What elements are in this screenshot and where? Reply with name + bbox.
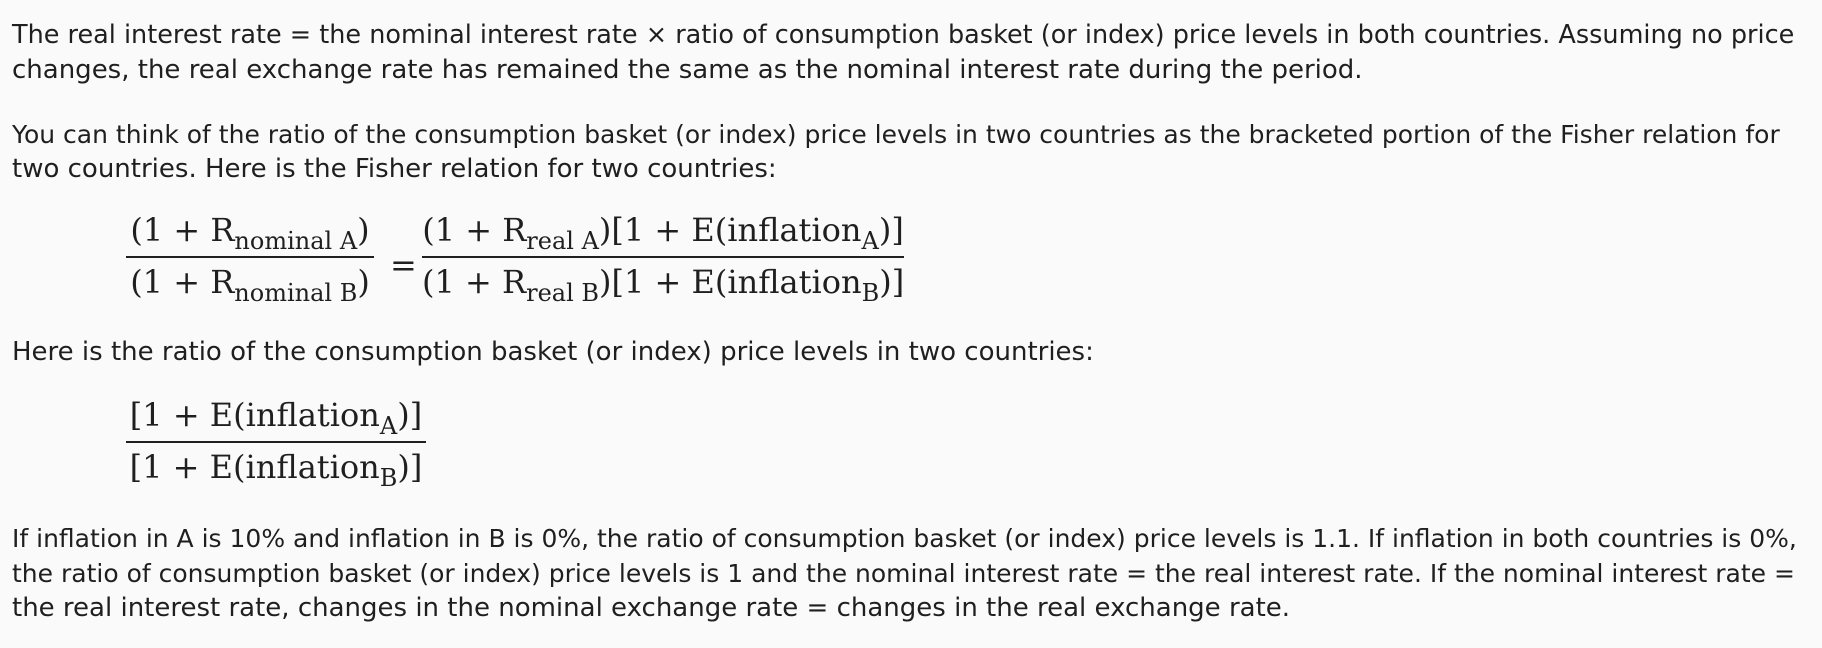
text-line: Here is the ratio of the consumption bas… (12, 337, 1094, 367)
denominator: (1 + Rnominal B) (130, 263, 370, 307)
fraction-bar (422, 256, 904, 258)
fraction-real-rates-inflation: (1 + Rreal A)[1 + E(inflationA)] (1 + Rr… (422, 210, 905, 307)
numerator: [1 + E(inflationA)] (129, 396, 423, 440)
text-line: If inflation in A is 10% and inflation i… (12, 524, 1797, 553)
paragraph-fisher-intro: You can think of the ratio of the consum… (12, 117, 1812, 187)
paragraph-real-interest-rate: The real interest rate = the nominal int… (12, 18, 1812, 88)
text-line: two countries. Here is the Fisher relati… (12, 154, 777, 184)
paragraph-inflation-example: If inflation in A is 10% and inflation i… (12, 521, 1812, 626)
fraction-bar (126, 441, 426, 443)
fraction-bar (126, 256, 374, 258)
denominator: [1 + E(inflationB)] (129, 448, 423, 492)
numerator: (1 + Rreal A)[1 + E(inflationA)] (422, 211, 904, 255)
fraction-nominal-rates: (1 + Rnominal A) (1 + Rnominal B) (126, 210, 374, 307)
text-line: You can think of the ratio of the consum… (12, 120, 1780, 149)
fraction-inflation-ratio: [1 + E(inflationA)] [1 + E(inflationB)] (126, 395, 426, 492)
text-line: The real interest rate = the nominal int… (12, 20, 1795, 50)
denominator: (1 + Rreal B)[1 + E(inflationB)] (422, 263, 905, 307)
text-line: changes, the real exchange rate has rema… (12, 55, 1363, 85)
text-line: the ratio of consumption basket (or inde… (12, 559, 1795, 588)
numerator: (1 + Rnominal A) (130, 211, 370, 255)
equals-sign: = (390, 246, 417, 284)
text-line: the real interest rate, changes in the n… (12, 593, 1291, 623)
paragraph-price-ratio-intro: Here is the ratio of the consumption bas… (12, 335, 1812, 370)
